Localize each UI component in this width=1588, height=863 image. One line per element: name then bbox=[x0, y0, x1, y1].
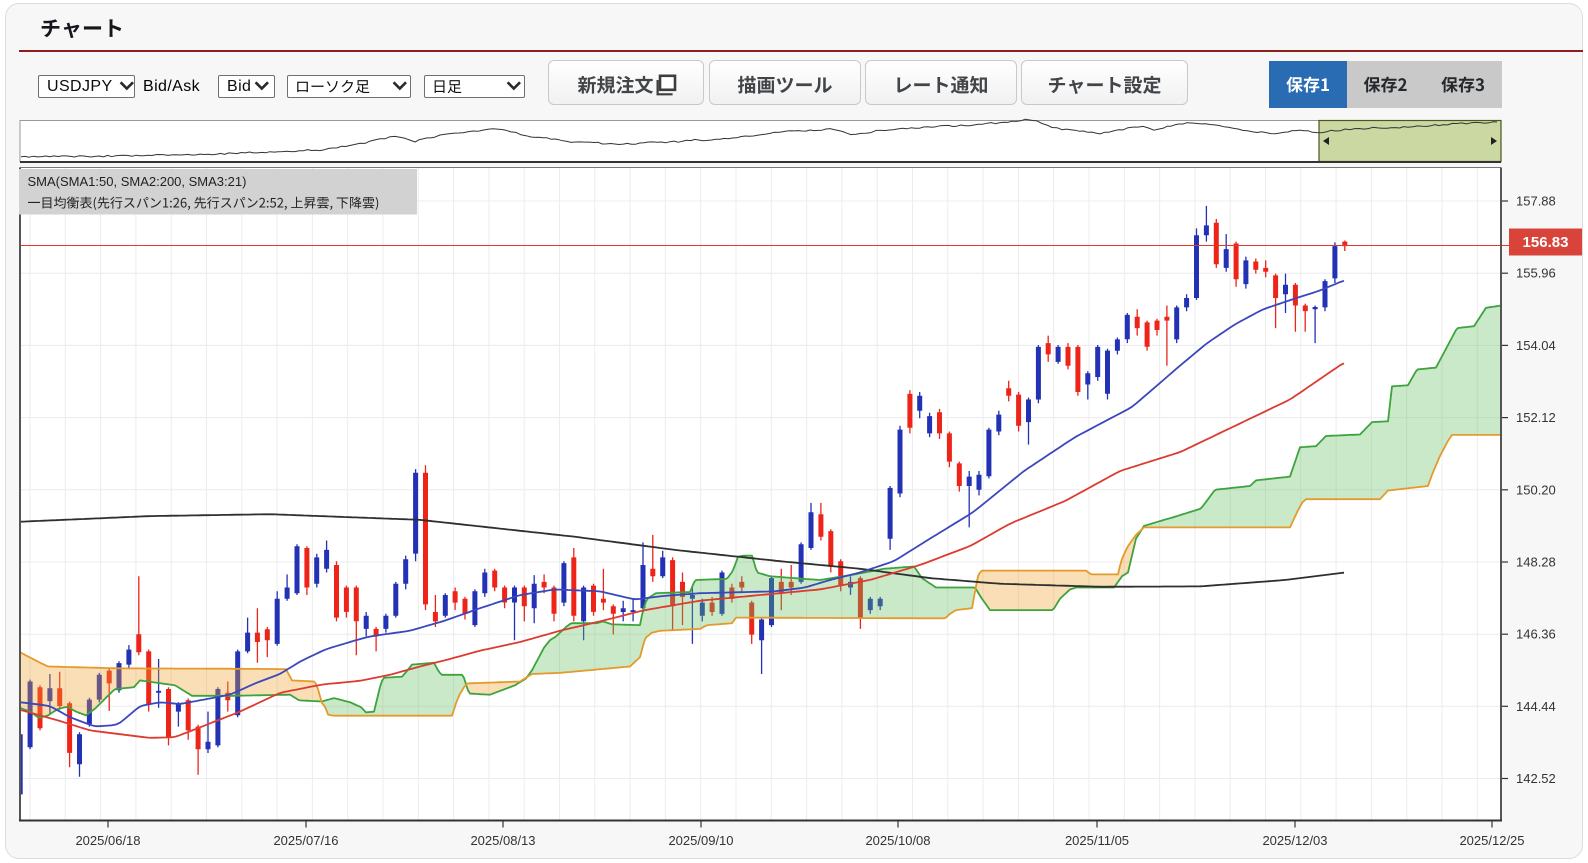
svg-text:SMA(SMA1:50, SMA2:200, SMA3:21: SMA(SMA1:50, SMA2:200, SMA3:21) bbox=[28, 174, 247, 189]
svg-text:2025/11/05: 2025/11/05 bbox=[1065, 833, 1129, 848]
svg-text:2025/08/13: 2025/08/13 bbox=[470, 833, 535, 848]
svg-text:152.12: 152.12 bbox=[1516, 410, 1556, 425]
svg-text:142.52: 142.52 bbox=[1516, 771, 1556, 786]
svg-text:2025/12/25: 2025/12/25 bbox=[1459, 833, 1524, 848]
svg-text:154.04: 154.04 bbox=[1516, 338, 1556, 353]
svg-text:155.96: 155.96 bbox=[1516, 266, 1556, 281]
svg-text:2025/10/08: 2025/10/08 bbox=[865, 833, 930, 848]
svg-text:148.28: 148.28 bbox=[1516, 555, 1556, 570]
svg-text:157.88: 157.88 bbox=[1516, 194, 1556, 209]
svg-text:156.83: 156.83 bbox=[1523, 234, 1569, 251]
svg-text:2025/12/03: 2025/12/03 bbox=[1262, 833, 1327, 848]
svg-text:2025/07/16: 2025/07/16 bbox=[273, 833, 338, 848]
svg-text:2025/09/10: 2025/09/10 bbox=[668, 833, 733, 848]
svg-text:146.36: 146.36 bbox=[1516, 627, 1556, 642]
svg-text:144.44: 144.44 bbox=[1516, 699, 1556, 714]
svg-text:150.20: 150.20 bbox=[1516, 482, 1556, 497]
svg-text:2025/06/18: 2025/06/18 bbox=[75, 833, 140, 848]
